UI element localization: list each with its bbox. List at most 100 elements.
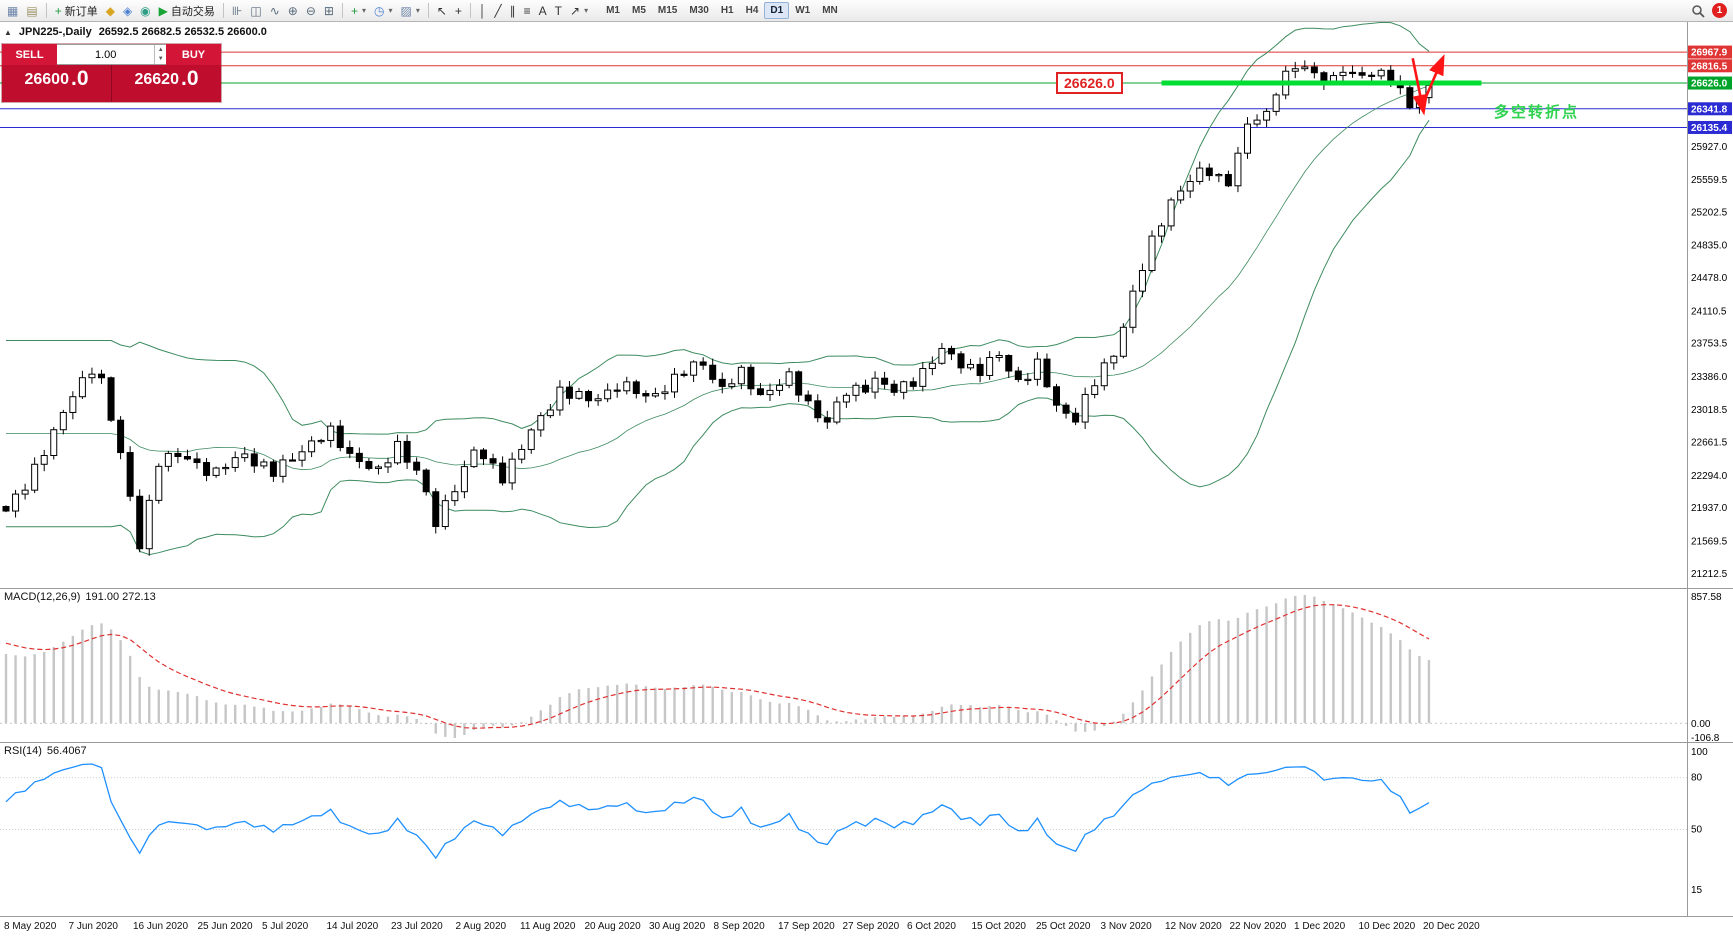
zoom-out-icon[interactable]: ⊖: [302, 2, 320, 20]
lot-size-input[interactable]: [57, 45, 155, 64]
new-chart-icon: ▦: [7, 3, 19, 18]
svg-text:23 Jul 2020: 23 Jul 2020: [391, 921, 443, 932]
new-order-button[interactable]: + 新订单: [51, 2, 102, 20]
zoom-in-icon[interactable]: ⊕: [284, 2, 302, 20]
market-watch-icon[interactable]: ◆: [102, 2, 119, 20]
svg-text:26341.8: 26341.8: [1691, 104, 1728, 115]
timeframe-h1[interactable]: H1: [720, 5, 734, 16]
svg-text:6 Oct 2020: 6 Oct 2020: [907, 921, 956, 932]
svg-text:7 Jun 2020: 7 Jun 2020: [69, 921, 119, 932]
vertical-line-icon: │: [478, 3, 487, 18]
zoom-out-icon: ⊖: [305, 3, 316, 18]
lot-spinner-up-icon[interactable]: ▲: [157, 46, 164, 53]
svg-text:26626.0: 26626.0: [1691, 79, 1728, 90]
periods-button[interactable]: ◷ ▾: [370, 2, 397, 20]
price-divider: [111, 65, 112, 102]
svg-text:50: 50: [1691, 825, 1703, 836]
data-window-icon: ◈: [122, 3, 133, 18]
rsi-indicator-label: RSI(14) 56.4067: [4, 745, 87, 757]
svg-text:25927.0: 25927.0: [1691, 142, 1728, 153]
autotrading-button-label: 自动交易: [170, 5, 215, 18]
bollinger-bands: [6, 22, 1430, 556]
trendline-icon[interactable]: ╱: [490, 2, 505, 20]
horizontal-lines[interactable]: [0, 51, 1687, 128]
svg-text:26816.5: 26816.5: [1691, 61, 1728, 72]
price-callout[interactable]: 26626.0: [1056, 72, 1123, 94]
shapes-tool-icon[interactable]: ↗ ▾: [566, 2, 592, 20]
caret-down-icon: ▾: [388, 6, 393, 15]
svg-text:16 Jun 2020: 16 Jun 2020: [133, 921, 188, 932]
tile-windows-icon[interactable]: ⊞: [320, 2, 338, 20]
new-chart-icon[interactable]: ▦: [3, 2, 22, 20]
rsi-axis-labels: 100 80 50 15: [1691, 747, 1708, 896]
one-click-trading-panel: SELL ▲ ▼ BUY 26600 .0 26620 .0: [2, 44, 221, 102]
svg-text:2 Aug 2020: 2 Aug 2020: [456, 921, 507, 932]
label-tool-icon[interactable]: T: [551, 2, 566, 20]
fibonacci-icon[interactable]: ≡: [520, 2, 535, 20]
svg-text:15 Oct 2020: 15 Oct 2020: [972, 921, 1027, 932]
line-mode-icon[interactable]: ∿: [266, 2, 284, 20]
line-mode-icon: ∿: [269, 3, 280, 18]
toolbar-separator: [469, 3, 471, 18]
crosshair-icon: +: [454, 3, 462, 18]
profiles-icon[interactable]: ▤: [22, 2, 41, 20]
bars-mode-icon[interactable]: ⊪: [228, 2, 246, 20]
svg-text:24110.5: 24110.5: [1691, 306, 1727, 317]
timeframe-m5[interactable]: M5: [632, 5, 646, 16]
chart-symbol-period: JPN225-,Daily: [18, 26, 92, 38]
trendline-icon: ╱: [494, 3, 502, 18]
lot-spinner-down-icon[interactable]: ▼: [157, 56, 164, 63]
turning-point-note: 多空转折点: [1494, 104, 1580, 121]
timeframe-h4[interactable]: H4: [745, 5, 759, 16]
autotrading-button[interactable]: ▶ 自动交易: [155, 2, 219, 20]
svg-text:15: 15: [1691, 885, 1703, 896]
svg-text:22294.0: 22294.0: [1691, 471, 1728, 482]
data-window-icon[interactable]: ◈: [119, 2, 136, 20]
add-indicator-button[interactable]: + ▾: [347, 2, 370, 20]
macd-axis-labels: 857.58 0.00 -106.8: [1691, 592, 1722, 744]
text-tool-icon[interactable]: A: [535, 2, 551, 20]
new-order-icon: +: [54, 3, 62, 18]
timeframe-m1[interactable]: M1: [606, 5, 620, 16]
search-icon[interactable]: [1691, 4, 1705, 18]
timeframe-mn[interactable]: MN: [822, 5, 838, 16]
price-axis-labels[interactable]: 25927.0 25559.5 25202.5 24835.0 24478.0 24110…: [1688, 45, 1732, 580]
sell-price-main: 26600: [24, 71, 69, 88]
templates-button[interactable]: ▨ ▾: [396, 2, 423, 20]
date-labels[interactable]: 8 May 2020 7 Jun 2020 16 Jun 2020 25 Jun 20…: [4, 921, 1480, 932]
web-terminal-icon[interactable]: ◉: [136, 2, 154, 20]
shapes-tool-icon: ↗: [570, 3, 581, 18]
candles-mode-icon: ◫: [250, 3, 262, 18]
channel-icon[interactable]: ∥: [506, 2, 520, 20]
tile-windows-icon: ⊞: [323, 3, 334, 18]
market-watch-icon: ◆: [105, 3, 115, 18]
macd-indicator-label: MACD(12,26,9) 191.00 272.13: [4, 591, 156, 603]
chart-marker-icon: ▲: [4, 27, 12, 37]
svg-text:1 Dec 2020: 1 Dec 2020: [1294, 921, 1346, 932]
candles-mode-icon[interactable]: ◫: [246, 2, 265, 20]
timeframe-d1[interactable]: D1: [764, 2, 790, 19]
svg-text:23386.0: 23386.0: [1691, 372, 1728, 383]
crosshair-icon[interactable]: +: [451, 2, 466, 20]
vertical-line-icon[interactable]: │: [475, 2, 491, 20]
annotation-arrows: [1411, 54, 1445, 116]
timeframe-w1[interactable]: W1: [795, 5, 811, 16]
buy-price[interactable]: 26620 .0: [112, 65, 221, 102]
sell-price[interactable]: 26600 .0: [2, 65, 111, 102]
svg-text:10 Dec 2020: 10 Dec 2020: [1359, 921, 1416, 932]
autotrading-icon: ▶: [158, 3, 168, 18]
web-terminal-icon: ◉: [140, 3, 151, 18]
notification-badge[interactable]: 1: [1712, 3, 1727, 18]
chart-title: ▲ JPN225-,Daily 26592.5 26682.5 26532.5 …: [4, 26, 267, 38]
timeframe-m15[interactable]: M15: [657, 5, 678, 16]
sell-button[interactable]: SELL: [2, 44, 57, 65]
bars-mode-icon: ⊪: [231, 3, 243, 18]
timeframe-m30[interactable]: M30: [689, 5, 709, 16]
svg-text:22661.5: 22661.5: [1691, 438, 1728, 449]
caret-down-icon: ▾: [584, 6, 589, 15]
cursor-icon[interactable]: ↖: [433, 2, 451, 20]
lot-size-field: ▲ ▼: [57, 44, 166, 65]
buy-button[interactable]: BUY: [166, 44, 221, 65]
svg-text:12 Nov 2020: 12 Nov 2020: [1165, 921, 1222, 932]
